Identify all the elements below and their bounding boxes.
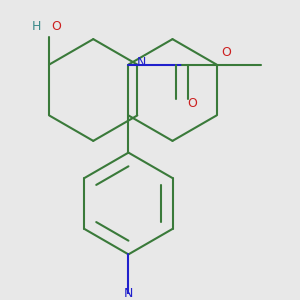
Text: O: O xyxy=(187,97,197,110)
Text: O: O xyxy=(221,46,231,59)
Text: H: H xyxy=(32,20,41,33)
Text: N: N xyxy=(136,56,146,69)
Text: O: O xyxy=(51,20,61,33)
Text: N: N xyxy=(124,287,133,300)
